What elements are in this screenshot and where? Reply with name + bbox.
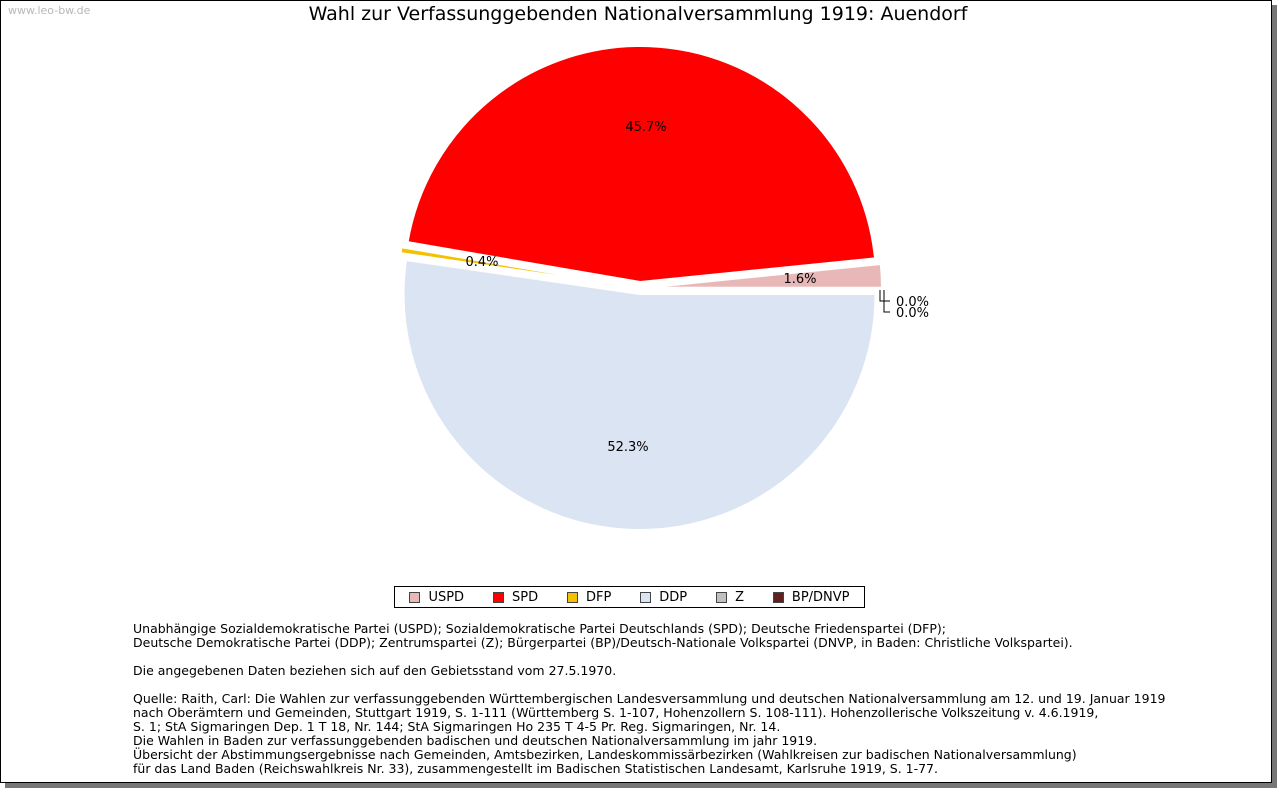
legend-label-ddp: DDP: [659, 589, 688, 605]
legend-swatch-ddp: [640, 591, 652, 603]
legend-item-ddp: DDP: [640, 590, 687, 605]
watermark: www.leo-bw.de: [8, 4, 91, 17]
legend-item-spd: SPD: [493, 590, 538, 605]
source-line-2: nach Oberämtern und Gemeinden, Stuttgart…: [133, 705, 1099, 720]
slice-label-z: 0.0%: [896, 295, 929, 310]
legend-item-bp-dnvp: BP/DNVP: [772, 589, 850, 605]
legend-label-z: Z: [735, 589, 744, 605]
legend-item-z: Z: [716, 590, 744, 605]
slice-label-ddp: 52.3%: [607, 440, 648, 455]
source-line-3: S. 1; StA Sigmaringen Dep. 1 T 18, Nr. 1…: [133, 719, 781, 734]
legend: USPD SPD DFP DDP Z BP/DNVP: [394, 586, 865, 608]
slice-label-bp-dnvp: 0.0%: [896, 306, 929, 321]
chart-title: Wahl zur Verfassunggebenden Nationalvers…: [308, 3, 968, 25]
leader-line-z: [879, 290, 890, 302]
gebietsstand-note: Die angegebenen Daten beziehen sich auf …: [133, 663, 617, 678]
pie-slice-uspd: [645, 262, 883, 289]
leader-line-bp-dnvp: [883, 290, 890, 313]
legend-label-bp-dnvp: BP/DNVP: [791, 589, 850, 605]
source-line-5: Übersicht der Abstimmungsergebnisse nach…: [133, 747, 1077, 762]
legend-label-spd: SPD: [512, 589, 539, 605]
legend-swatch-dfp: [567, 591, 579, 603]
source-line-6: für das Land Baden (Reichswahlkreis Nr. …: [133, 761, 938, 776]
source-line-4: Die Wahlen in Baden zur verfassunggebend…: [133, 733, 818, 748]
legend-label-dfp: DFP: [586, 589, 612, 605]
legend-label-uspd: USPD: [428, 589, 465, 605]
slice-label-spd: 45.7%: [625, 120, 666, 135]
legend-swatch-bp-dnvp: [772, 591, 784, 603]
legend-item-uspd: USPD: [409, 590, 464, 605]
source-line-1: Quelle: Raith, Carl: Die Wahlen zur verf…: [133, 691, 1166, 706]
pie-slice-spd: [406, 45, 877, 284]
parties-note-line-2: Deutsche Demokratische Partei (DDP); Zen…: [133, 635, 1073, 650]
slice-label-dfp: 0.4%: [465, 255, 498, 270]
legend-swatch-uspd: [409, 591, 421, 603]
pie-slice-ddp: [402, 258, 877, 531]
parties-note-line-1: Unabhängige Sozialdemokratische Partei (…: [133, 621, 946, 636]
notes: Unabhängige Sozialdemokratische Partei (…: [133, 622, 1233, 776]
legend-swatch-z: [716, 591, 728, 603]
legend-swatch-spd: [493, 591, 504, 603]
pie-slice-dfp: [399, 246, 635, 289]
slice-label-uspd: 1.6%: [783, 272, 816, 287]
legend-item-dfp: DFP: [567, 590, 611, 605]
